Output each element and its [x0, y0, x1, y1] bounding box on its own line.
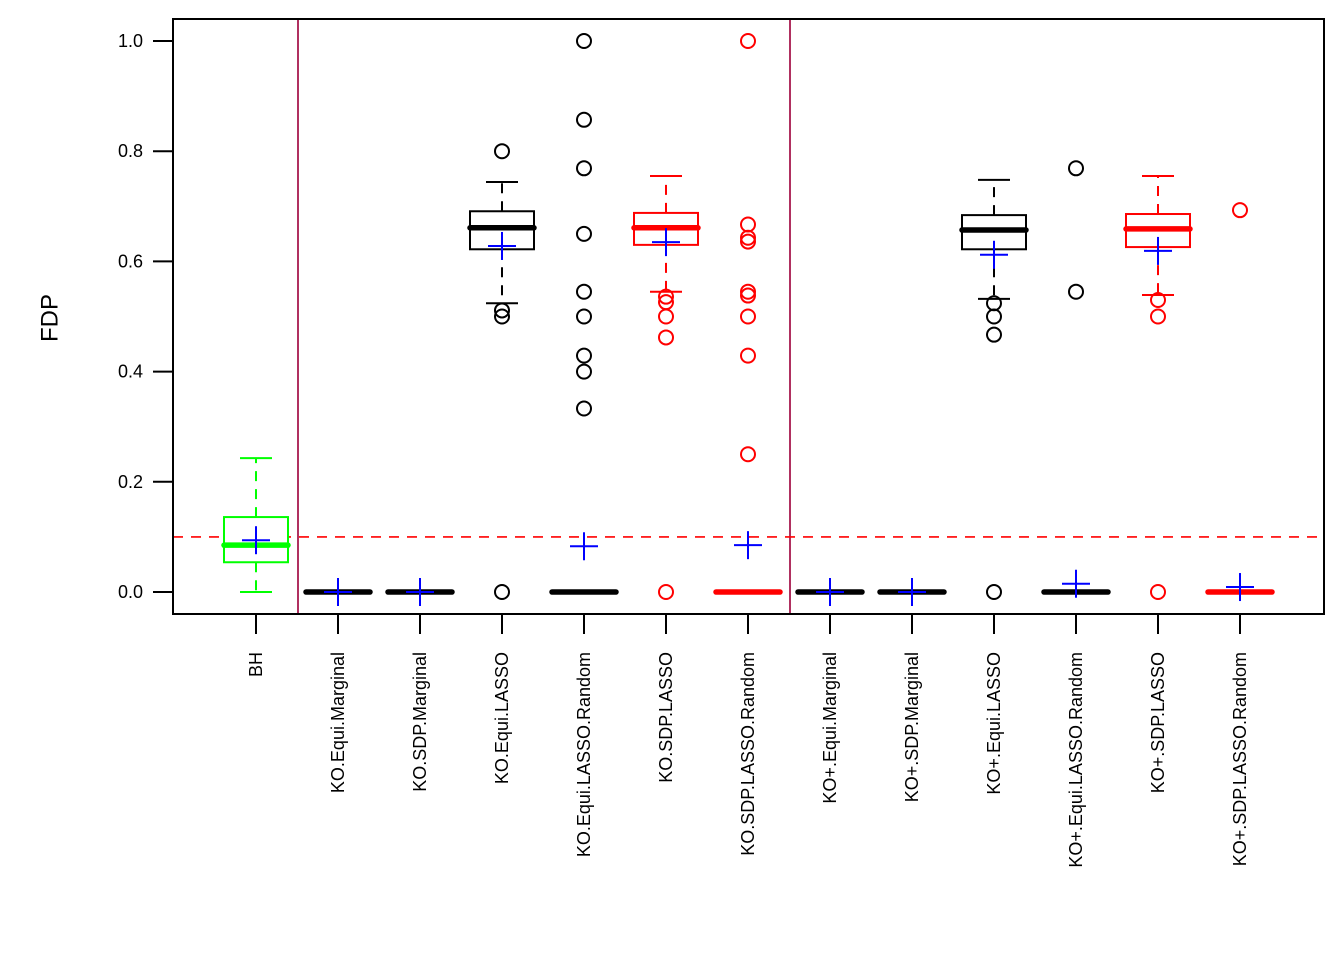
outlier-point — [740, 287, 756, 304]
y-tick-label: 0.8 — [118, 141, 143, 161]
outlier-point — [576, 283, 592, 300]
outlier-point — [986, 584, 1002, 600]
outlier-point — [740, 446, 756, 463]
box-ko-sdp-lasso — [631, 174, 701, 600]
outlier-point — [740, 233, 756, 250]
x-tick-label: KO+.SDP.LASSO.Random — [1230, 652, 1250, 866]
box-ko-sdp-lasso — [1123, 174, 1193, 600]
box-ko-equi-marginal — [795, 578, 865, 606]
outlier-point — [740, 347, 756, 364]
outlier-point — [740, 216, 756, 233]
y-tick-label: 0.4 — [118, 362, 143, 382]
outlier-point — [658, 584, 674, 600]
outlier-point — [576, 111, 592, 128]
box-ko-sdp-marginal — [385, 578, 455, 606]
box-ko-equi-lasso — [959, 178, 1029, 600]
box-ko-equi-lasso-random — [549, 33, 619, 595]
outlier-point — [658, 288, 674, 305]
box-ko-sdp-lasso-random — [1205, 202, 1275, 602]
outlier-point — [1150, 584, 1166, 600]
box-ko-equi-lasso — [467, 143, 537, 600]
outlier-point — [576, 400, 592, 417]
x-tick-label: KO.SDP.Marginal — [410, 652, 430, 792]
y-tick-label: 1.0 — [118, 31, 143, 51]
outlier-point — [1150, 291, 1166, 308]
outlier-point — [576, 363, 592, 380]
outlier-point — [740, 33, 756, 49]
outlier-point — [1232, 202, 1248, 219]
outlier-point — [576, 160, 592, 177]
x-tick-label: KO.Equi.LASSO — [492, 652, 512, 784]
outlier-point — [494, 584, 510, 600]
outlier-point — [986, 326, 1002, 343]
y-tick-label: 0.6 — [118, 251, 143, 271]
outlier-point — [658, 329, 674, 346]
y-tick-label: 0.2 — [118, 472, 143, 492]
outlier-point — [658, 308, 674, 325]
outlier-point — [986, 308, 1002, 325]
box-ko-sdp-lasso-random — [713, 33, 783, 595]
y-axis-label: FDP — [37, 294, 64, 342]
x-tick-label: KO.Equi.Marginal — [328, 652, 348, 793]
outlier-point — [1068, 160, 1084, 177]
outlier-point — [576, 308, 592, 325]
x-tick-label: KO+.Equi.Marginal — [820, 652, 840, 804]
outlier-point — [494, 308, 510, 325]
outlier-point — [576, 347, 592, 364]
x-tick-label: KO.SDP.LASSO — [656, 652, 676, 783]
box-ko-equi-marginal — [303, 578, 373, 606]
x-tick-label: KO+.SDP.LASSO — [1148, 652, 1168, 793]
x-tick-label: KO+.Equi.LASSO.Random — [1066, 652, 1086, 868]
x-axis: BH KO.Equi.Marginal KO.SDP.Marginal KO.Equi… — [246, 614, 1250, 868]
x-tick-label: KO+.SDP.Marginal — [902, 652, 922, 802]
outlier-point — [1150, 308, 1166, 325]
y-axis: 0.0 0.2 0.4 0.6 0.8 1.0 — [118, 31, 173, 602]
outlier-point — [494, 302, 510, 319]
y-tick-label: 0.0 — [118, 582, 143, 602]
outlier-point — [576, 33, 592, 49]
x-tick-label: KO.Equi.LASSO.Random — [574, 652, 594, 857]
plot-marks — [173, 19, 1324, 614]
x-tick-label: BH — [246, 652, 266, 677]
outlier-point — [494, 143, 510, 160]
x-tick-label: KO+.Equi.LASSO — [984, 652, 1004, 795]
box-ko-equi-lasso-random — [1041, 160, 1111, 598]
outlier-point — [740, 308, 756, 325]
outlier-point — [576, 225, 592, 242]
box-ko-sdp-marginal — [877, 578, 947, 606]
outlier-point — [1068, 283, 1084, 300]
box-bh — [221, 457, 291, 593]
x-tick-label: KO.SDP.LASSO.Random — [738, 652, 758, 856]
